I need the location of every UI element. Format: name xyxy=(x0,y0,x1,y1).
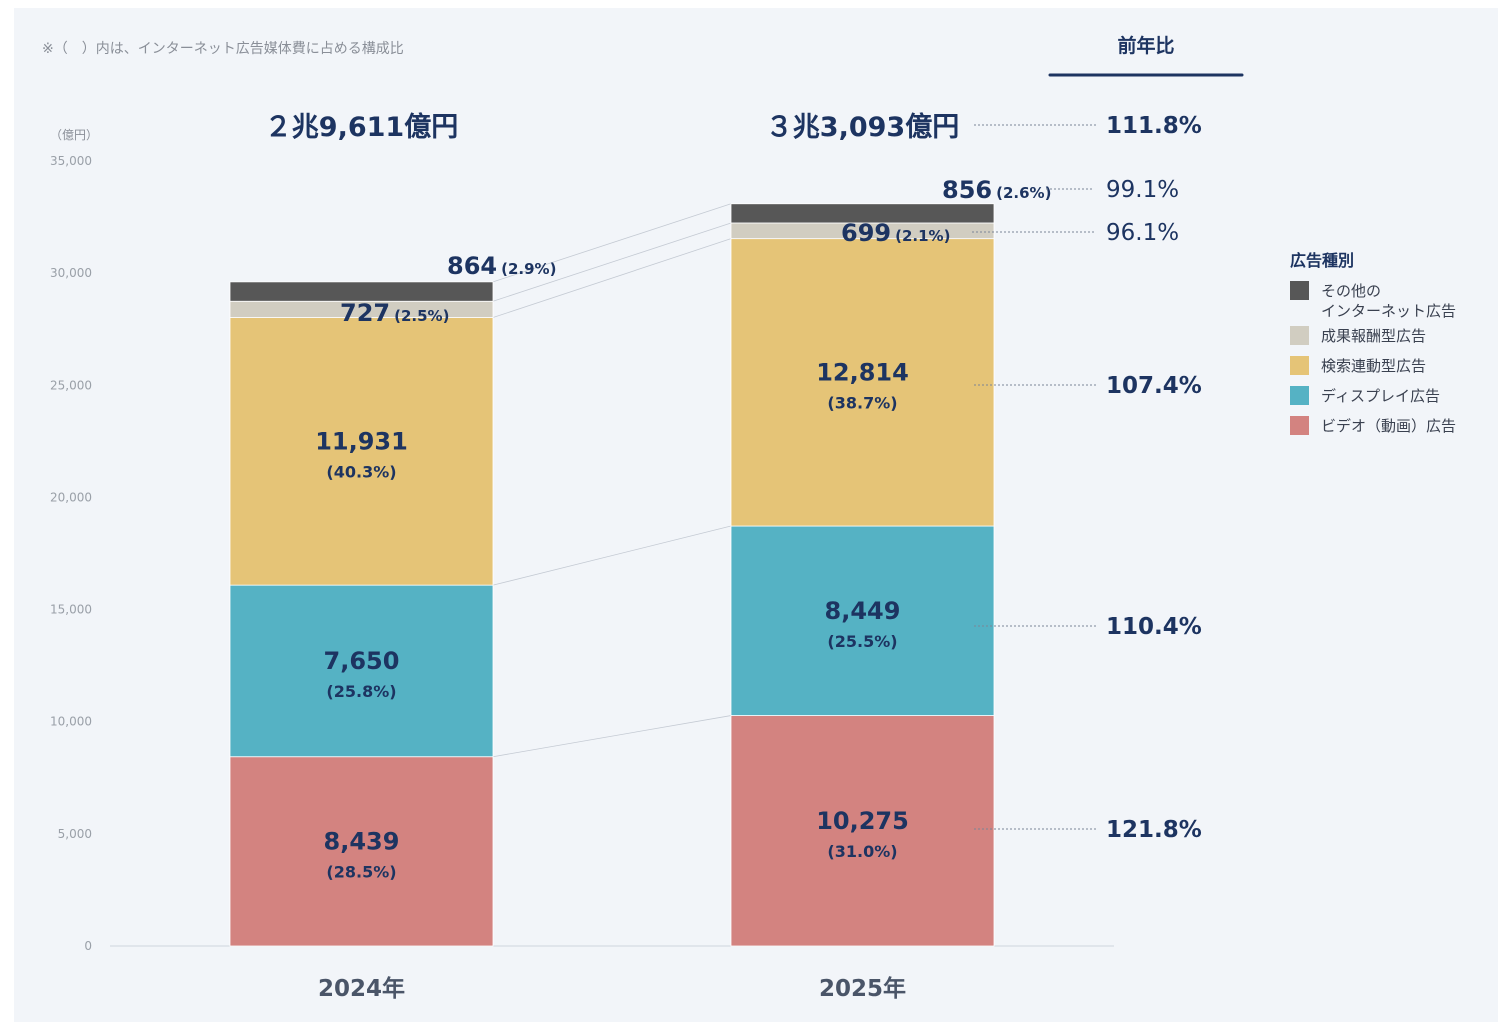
legend-label: ディスプレイ広告 xyxy=(1321,387,1440,405)
segment-value-label: 11,931 xyxy=(315,427,408,455)
y-tick-label: 30,000 xyxy=(50,266,92,280)
total-label-2024: ２兆9,611億円 xyxy=(265,112,458,143)
x-category-label: 2024年 xyxy=(318,975,405,1002)
chart-container: ※（ ）内は、インターネット広告媒体費に占める構成比 （億円） 0 5,000 10… xyxy=(14,8,1498,1022)
yoy-value: 111.8% xyxy=(1106,113,1202,139)
bar-segment xyxy=(730,525,995,716)
legend-label: 成果報酬型広告 xyxy=(1321,327,1426,345)
segment-value-label: 7,650 xyxy=(324,647,400,675)
legend-swatch xyxy=(1290,326,1309,345)
bar-segment xyxy=(229,756,494,947)
segment-percent-label: (38.7%) xyxy=(827,393,897,412)
bar-segment xyxy=(229,281,494,302)
segment-percent-label: (2.5%) xyxy=(394,307,449,325)
segment-percent-label: (25.8%) xyxy=(326,682,396,701)
bar-segment xyxy=(730,715,995,947)
y-tick-label: 15,000 xyxy=(50,603,92,617)
segment-value-label: 8,439 xyxy=(324,827,400,855)
segment-value-label: 699 (2.1%) xyxy=(841,219,950,247)
bar-segment xyxy=(229,317,494,586)
connector-line xyxy=(492,715,732,758)
connector-line xyxy=(492,222,732,302)
segment-value-label: 727 (2.5%) xyxy=(340,299,449,327)
yoy-header: 前年比 xyxy=(1117,34,1174,57)
legend-swatch xyxy=(1290,386,1309,405)
segment-percent-label: (2.1%) xyxy=(895,227,950,245)
total-label-2025: ３兆3,093億円 xyxy=(766,112,959,143)
y-tick-label: 20,000 xyxy=(50,490,92,504)
connector-line xyxy=(492,238,732,318)
yoy-value: 96.1% xyxy=(1106,220,1179,246)
connector-line xyxy=(492,525,732,586)
y-tick-label: 35,000 xyxy=(50,154,92,168)
bar-segment xyxy=(730,238,995,527)
chart-note: ※（ ）内は、インターネット広告媒体費に占める構成比 xyxy=(42,41,404,57)
segment-value-label: 12,814 xyxy=(816,358,909,386)
segment-value-label: 856 (2.6%) xyxy=(942,176,1051,204)
segment-percent-label: (25.5%) xyxy=(827,632,897,651)
segment-value-label: 8,449 xyxy=(825,597,901,625)
y-axis-unit: （億円） xyxy=(50,128,98,142)
legend-label: その他のインターネット広告 xyxy=(1321,282,1456,320)
legend-label: 検索連動型広告 xyxy=(1321,357,1426,375)
segment-value-label: 10,275 xyxy=(816,807,909,835)
yoy-value: 99.1% xyxy=(1106,177,1179,203)
yoy-value: 110.4% xyxy=(1106,614,1202,640)
y-tick-label: 25,000 xyxy=(50,378,92,392)
legend-swatch xyxy=(1290,281,1309,300)
y-tick-label: 5,000 xyxy=(58,827,92,841)
stacked-bar-chart: ※（ ）内は、インターネット広告媒体費に占める構成比 （億円） 0 5,000 10… xyxy=(42,34,1456,1002)
yoy-value: 107.4% xyxy=(1106,373,1202,399)
y-tick-label: 10,000 xyxy=(50,715,92,729)
legend-title: 広告種別 xyxy=(1290,251,1354,270)
y-tick-label: 0 xyxy=(84,939,92,953)
segment-percent-label: (40.3%) xyxy=(326,462,396,481)
x-category-label: 2025年 xyxy=(819,975,906,1002)
legend-swatch xyxy=(1290,356,1309,375)
segment-percent-label: (28.5%) xyxy=(326,862,396,881)
connector-line xyxy=(492,203,732,283)
bar-segment xyxy=(730,203,995,224)
legend-swatch xyxy=(1290,416,1309,435)
segment-value-label: 864 (2.9%) xyxy=(447,252,556,280)
legend-label: ビデオ（動画）広告 xyxy=(1321,417,1456,435)
segment-percent-label: (31.0%) xyxy=(827,842,897,861)
segment-percent-label: (2.9%) xyxy=(501,260,556,278)
segment-percent-label: (2.6%) xyxy=(996,184,1051,202)
yoy-value: 121.8% xyxy=(1106,817,1202,843)
